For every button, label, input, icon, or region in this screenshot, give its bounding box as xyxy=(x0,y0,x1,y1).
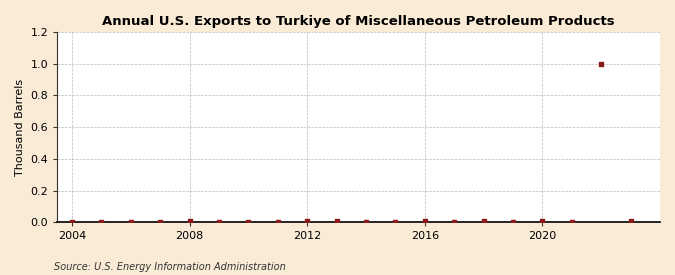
Point xyxy=(67,220,78,225)
Y-axis label: Thousand Barrels: Thousand Barrels xyxy=(15,79,25,176)
Point xyxy=(449,220,460,225)
Point xyxy=(596,62,607,66)
Point xyxy=(360,220,371,225)
Point xyxy=(537,219,548,223)
Point xyxy=(625,219,636,223)
Point xyxy=(566,220,577,225)
Point xyxy=(96,220,107,225)
Title: Annual U.S. Exports to Turkiye of Miscellaneous Petroleum Products: Annual U.S. Exports to Turkiye of Miscel… xyxy=(103,15,615,28)
Point xyxy=(508,220,518,225)
Point xyxy=(126,220,136,225)
Text: Source: U.S. Energy Information Administration: Source: U.S. Energy Information Administ… xyxy=(54,262,286,272)
Point xyxy=(213,220,224,225)
Point xyxy=(419,219,430,223)
Point xyxy=(331,219,342,223)
Point xyxy=(390,220,401,225)
Point xyxy=(184,219,195,223)
Point xyxy=(302,219,313,223)
Point xyxy=(478,219,489,223)
Point xyxy=(243,220,254,225)
Point xyxy=(155,220,165,225)
Point xyxy=(273,220,284,225)
